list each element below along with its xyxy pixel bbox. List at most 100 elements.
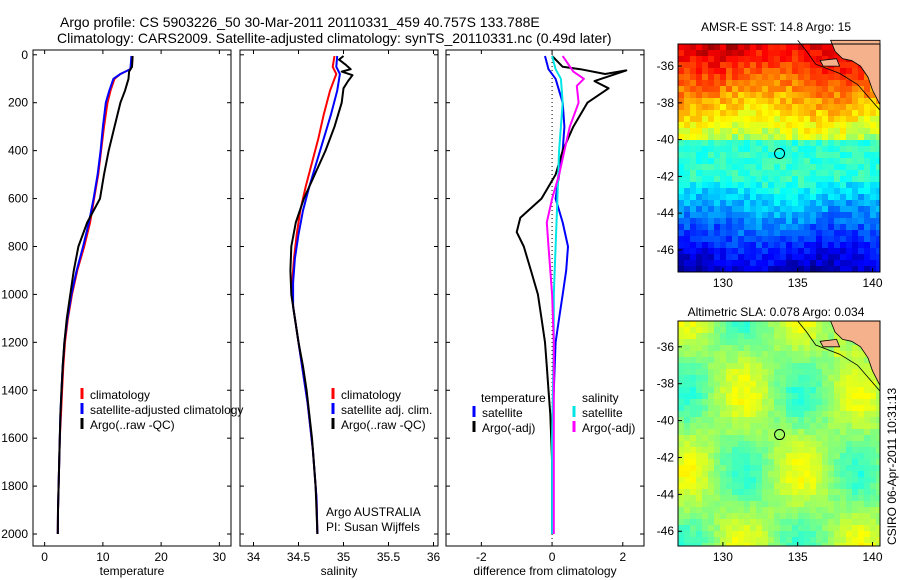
heatmap-cell xyxy=(690,393,696,399)
heatmap-cell xyxy=(702,519,708,525)
heatmap-cell xyxy=(714,152,720,158)
heatmap-cell xyxy=(696,459,702,465)
heatmap-cell xyxy=(720,351,726,357)
heatmap-cell xyxy=(762,351,768,357)
heatmap-cell xyxy=(726,375,732,381)
heatmap-cell xyxy=(786,507,792,513)
heatmap-cell xyxy=(792,86,798,92)
heatmap-cell xyxy=(852,98,858,104)
heatmap-cell xyxy=(756,218,762,224)
heatmap-cell xyxy=(732,140,738,146)
heatmap-cell xyxy=(750,212,756,218)
heatmap-cell xyxy=(762,345,768,351)
heatmap-cell xyxy=(804,483,810,489)
heatmap-cell xyxy=(810,321,816,327)
heatmap-cell xyxy=(744,182,750,188)
heatmap-cell xyxy=(852,357,858,363)
heatmap-cell xyxy=(744,248,750,254)
heatmap-cell xyxy=(804,146,810,152)
heatmap-cell xyxy=(798,164,804,170)
heatmap-cell xyxy=(726,333,732,339)
heatmap-cell xyxy=(678,465,684,471)
heatmap-cell xyxy=(714,74,720,80)
heatmap-cell xyxy=(684,44,690,50)
heatmap-cell xyxy=(870,423,876,429)
heatmap-cell xyxy=(774,44,780,50)
heatmap-cell xyxy=(774,447,780,453)
heatmap-cell xyxy=(834,98,840,104)
heatmap-cell xyxy=(804,357,810,363)
heatmap-cell xyxy=(720,140,726,146)
heatmap-cell xyxy=(714,110,720,116)
heatmap-cell xyxy=(756,158,762,164)
heatmap-cell xyxy=(720,507,726,513)
heatmap-cell xyxy=(732,110,738,116)
heatmap-cell xyxy=(840,375,846,381)
y-tick-label: 200 xyxy=(8,96,28,110)
heatmap-cell xyxy=(726,200,732,206)
heatmap-cell xyxy=(714,80,720,86)
heatmap-cell xyxy=(738,417,744,423)
heatmap-cell xyxy=(696,393,702,399)
heatmap-cell xyxy=(750,381,756,387)
heatmap-cell xyxy=(696,176,702,182)
heatmap-cell xyxy=(762,182,768,188)
heatmap-cell xyxy=(822,327,828,333)
heatmap-cell xyxy=(816,375,822,381)
heatmap-cell xyxy=(744,146,750,152)
heatmap-cell xyxy=(774,513,780,519)
heatmap-cell xyxy=(858,483,864,489)
heatmap-cell xyxy=(732,393,738,399)
heatmap-cell xyxy=(684,501,690,507)
heatmap-cell xyxy=(876,188,880,194)
heatmap-cell xyxy=(816,80,822,86)
heatmap-cell xyxy=(714,321,720,327)
heatmap-cell xyxy=(792,242,798,248)
heatmap-cell xyxy=(756,128,762,134)
heatmap-cell xyxy=(738,435,744,441)
heatmap-cell xyxy=(780,429,786,435)
heatmap-cell xyxy=(792,543,798,546)
heatmap-cell xyxy=(720,321,726,327)
heatmap-cell xyxy=(732,453,738,459)
heatmap-cell xyxy=(816,417,822,423)
heatmap-cell xyxy=(732,465,738,471)
heatmap-cell xyxy=(852,254,858,260)
heatmap-cell xyxy=(780,260,786,266)
heatmap-cell xyxy=(750,152,756,158)
heatmap-cell xyxy=(858,128,864,134)
heatmap-cell xyxy=(876,495,880,501)
heatmap-cell xyxy=(858,140,864,146)
heatmap-cell xyxy=(738,405,744,411)
heatmap-cell xyxy=(876,447,880,453)
heatmap-cell xyxy=(696,429,702,435)
heatmap-cell xyxy=(708,212,714,218)
heatmap-cell xyxy=(804,543,810,546)
heatmap-cell xyxy=(756,188,762,194)
heatmap-cell xyxy=(690,86,696,92)
heatmap-cell xyxy=(810,519,816,525)
heatmap-cell xyxy=(786,369,792,375)
heatmap-cell xyxy=(834,333,840,339)
heatmap-cell xyxy=(690,224,696,230)
heatmap-cell xyxy=(690,465,696,471)
heatmap-cell xyxy=(870,236,876,242)
heatmap-cell xyxy=(762,164,768,170)
heatmap-cell xyxy=(684,363,690,369)
heatmap-cell xyxy=(804,405,810,411)
heatmap-cell xyxy=(792,441,798,447)
heatmap-cell xyxy=(702,459,708,465)
heatmap-cell xyxy=(792,74,798,80)
heatmap-cell xyxy=(846,447,852,453)
heatmap-cell xyxy=(684,441,690,447)
heatmap-cell xyxy=(810,92,816,98)
heatmap-cell xyxy=(756,477,762,483)
heatmap-cell xyxy=(726,381,732,387)
heatmap-cell xyxy=(870,453,876,459)
annotation-text: PI: Susan Wijffels xyxy=(326,520,420,534)
heatmap-cell xyxy=(714,224,720,230)
heatmap-cell xyxy=(816,387,822,393)
heatmap-cell xyxy=(858,363,864,369)
heatmap-cell xyxy=(852,417,858,423)
heatmap-cell xyxy=(798,501,804,507)
